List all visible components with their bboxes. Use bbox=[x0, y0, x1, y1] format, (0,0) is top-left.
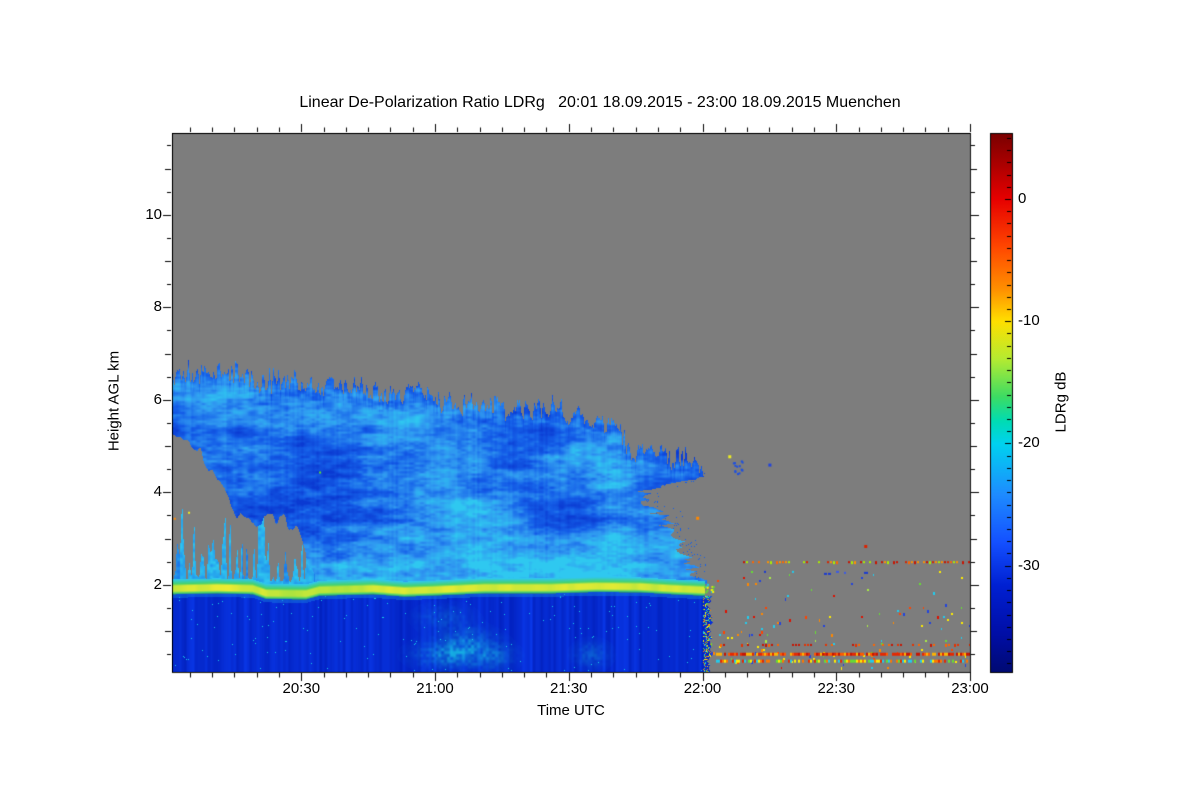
x-tick-label: 22:30 bbox=[817, 680, 856, 697]
y-tick-label: 10 bbox=[145, 205, 162, 223]
y-tick-label: 6 bbox=[153, 390, 162, 408]
chart-title: Linear De-Polarization Ratio LDRg 20:01 … bbox=[299, 94, 901, 111]
colorbar-tick-label: -10 bbox=[1018, 312, 1040, 330]
x-tick-label: 23:00 bbox=[951, 680, 989, 697]
heatmap-canvas bbox=[172, 133, 970, 672]
colorbar-tick-label: 0 bbox=[1018, 190, 1027, 207]
y-tick-label: 8 bbox=[153, 298, 162, 316]
y-tick-label: 2 bbox=[153, 575, 162, 593]
colorbar-tick-label: -20 bbox=[1018, 434, 1040, 452]
y-tick-label: 4 bbox=[153, 483, 162, 501]
x-tick-label: 22:00 bbox=[683, 680, 722, 697]
x-tick-label: 21:30 bbox=[549, 680, 588, 697]
colorbar-label: LDRg dB bbox=[1052, 371, 1070, 433]
x-tick-label: 20:30 bbox=[282, 680, 321, 697]
x-tick-label: 21:00 bbox=[416, 680, 454, 697]
colorbar-tick-label: -30 bbox=[1018, 556, 1040, 574]
x-axis-label: Time UTC bbox=[537, 702, 605, 719]
